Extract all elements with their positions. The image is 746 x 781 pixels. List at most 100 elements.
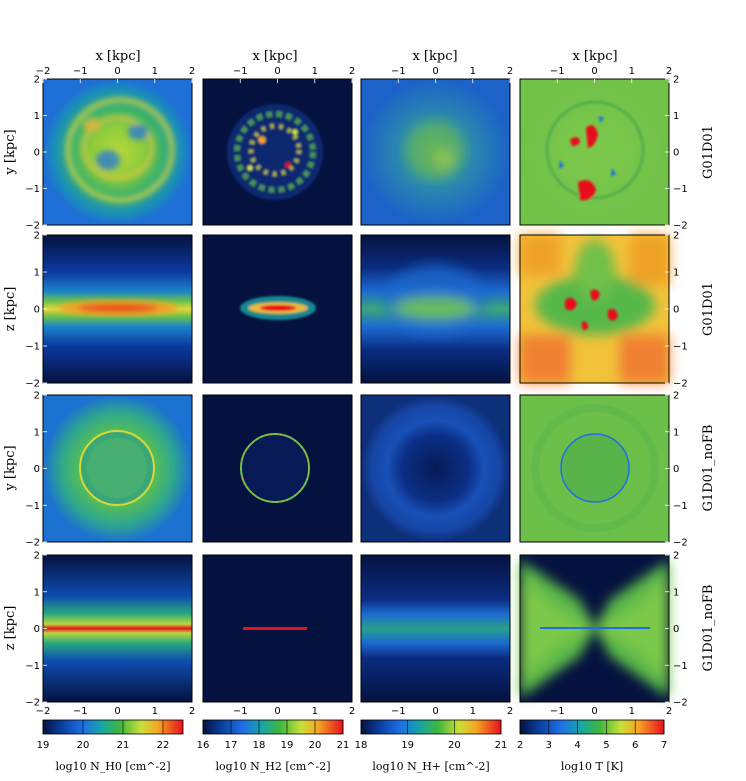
colorbar-tick-label: 16	[197, 740, 210, 751]
row2-left-label: z [kpc]	[3, 287, 18, 332]
left-y-tick: −2	[25, 698, 40, 709]
right-y-tick: 0	[673, 464, 679, 475]
top-axis-label-col4: x [kpc]	[572, 49, 617, 64]
colorbar-tick-label: 7	[661, 740, 667, 751]
panel-r2-c1	[42, 234, 193, 384]
left-y-tick: −1	[25, 342, 40, 353]
right-y-tick: −1	[673, 501, 688, 512]
axis-ticks: −2 −1 0 1 2 −1 0 1 2 −1 0 1 2 −1 0 1 2−2 −1 0 1 2 −1 0 1 2 −1 0 1 2−…	[25, 66, 688, 717]
left-y-tick: −2	[25, 538, 40, 549]
colorbar-tick-label: 18	[253, 740, 266, 751]
top-x-tick: 0	[432, 66, 438, 77]
panel-r3-c2	[202, 394, 353, 543]
panel-r3-c1	[42, 394, 193, 543]
bottom-x-tick: −1	[550, 706, 565, 717]
colorbar-nh2: 16 17 18 19 20 21 log10 N_H2 [cm^-2]	[197, 719, 350, 773]
colorbar-tick-label: 19	[37, 740, 50, 751]
colorbar-tick-label: 20	[448, 740, 461, 751]
right-y-tick: 0	[673, 624, 679, 635]
bottom-x-tick: 0	[432, 706, 438, 717]
left-y-tick: −1	[25, 661, 40, 672]
panel-r3-c4	[519, 394, 670, 543]
left-axis-labels: y [kpc] z [kpc] y [kpc] z [kpc]	[3, 129, 18, 650]
bottom-x-tick: −2	[36, 706, 51, 717]
right-y-tick: 2	[673, 75, 679, 86]
colorbar-tick-label: 5	[603, 740, 609, 751]
right-y-tick: −2	[673, 379, 688, 390]
colorbar-nhplus-ticks: 18 19 20 21	[355, 720, 507, 751]
left-y-tick: 0	[34, 148, 40, 159]
right-y-tick: −2	[673, 698, 688, 709]
top-x-tick: 1	[312, 66, 318, 77]
bottom-x-tick: 2	[666, 706, 672, 717]
row1-right-label: G01D01	[701, 125, 716, 179]
panel-r1-c1	[42, 78, 193, 226]
left-y-tick: 1	[34, 427, 40, 438]
panel-r3-c3	[360, 394, 511, 543]
right-y-tick: 0	[673, 305, 679, 316]
panel-r1-c4	[519, 78, 670, 226]
colorbar-temperature-label: log10 T [K]	[561, 760, 623, 773]
right-y-tick: −1	[673, 661, 688, 672]
top-x-tick: 1	[470, 66, 476, 77]
left-y-tick: −2	[25, 379, 40, 390]
right-y-tick: 0	[673, 148, 679, 159]
colorbar-tick-label: 6	[632, 740, 638, 751]
left-y-tick: 2	[34, 391, 40, 402]
top-x-tick: −1	[233, 66, 248, 77]
bottom-x-tick: 2	[507, 706, 513, 717]
colorbar-tick-label: 21	[117, 740, 130, 751]
colorbar-nh0-label: log10 N_H0 [cm^-2]	[56, 760, 171, 773]
bottom-x-tick: 1	[152, 706, 158, 717]
right-y-tick: 1	[673, 111, 679, 122]
left-y-tick: 0	[34, 305, 40, 316]
top-x-tick: 2	[189, 66, 195, 77]
row4-right-label: G1D01_noFB	[701, 585, 716, 672]
top-axis-label-col1: x [kpc]	[95, 49, 140, 64]
right-y-tick: −2	[673, 538, 688, 549]
right-y-tick: 1	[673, 427, 679, 438]
colorbar-tick-label: 20	[309, 740, 322, 751]
panel-r4-c1	[42, 554, 193, 703]
left-y-tick: 1	[34, 268, 40, 279]
row2-right-label: G01D01	[701, 282, 716, 336]
colorbar-tick-label: 21	[337, 740, 350, 751]
panel-r2-c2	[202, 234, 353, 384]
row3-right-label: G1D01_noFB	[701, 425, 716, 512]
panel-r4-c2	[202, 554, 353, 703]
panel-r2-c3	[360, 234, 511, 384]
top-x-tick: −1	[550, 66, 565, 77]
bottom-x-tick: 0	[114, 706, 120, 717]
bottom-x-tick: 0	[591, 706, 597, 717]
panel-r4-c4	[519, 554, 670, 703]
left-y-tick: 1	[34, 111, 40, 122]
bottom-x-tick: 0	[274, 706, 280, 717]
right-y-tick: 2	[673, 231, 679, 242]
left-y-tick: −1	[25, 184, 40, 195]
panel-r1-c2	[202, 78, 353, 226]
top-x-tick: 2	[666, 66, 672, 77]
colorbar-nh2-ticks: 16 17 18 19 20 21	[197, 720, 350, 751]
colorbar-nh2-label: log10 N_H2 [cm^-2]	[216, 760, 331, 773]
right-y-tick: 1	[673, 268, 679, 279]
colorbar-tick-label: 22	[157, 740, 170, 751]
top-x-tick: 1	[152, 66, 158, 77]
top-axis-labels: x [kpc] x [kpc] x [kpc] x [kpc]	[95, 49, 617, 64]
top-axis-label-col2: x [kpc]	[252, 49, 297, 64]
bottom-x-tick: −1	[73, 706, 88, 717]
right-y-tick: −1	[673, 342, 688, 353]
left-y-tick: 2	[34, 75, 40, 86]
colorbar-tick-label: 20	[77, 740, 90, 751]
colorbar-tick-label: 2	[517, 740, 523, 751]
bottom-x-tick: −1	[233, 706, 248, 717]
row3-left-label: y [kpc]	[3, 445, 18, 491]
left-y-tick: −2	[25, 221, 40, 232]
left-y-tick: 1	[34, 587, 40, 598]
colorbar-nhplus-label: log10 N_H+ [cm^-2]	[372, 760, 489, 773]
colorbar-tick-label: 4	[574, 740, 580, 751]
left-y-tick: 2	[34, 231, 40, 242]
right-y-tick: 1	[673, 587, 679, 598]
colorbar-nh0-ticks: 19 20 21 22	[37, 720, 170, 751]
colorbar-nh0: 19 20 21 22 log10 N_H0 [cm^-2]	[37, 719, 184, 773]
